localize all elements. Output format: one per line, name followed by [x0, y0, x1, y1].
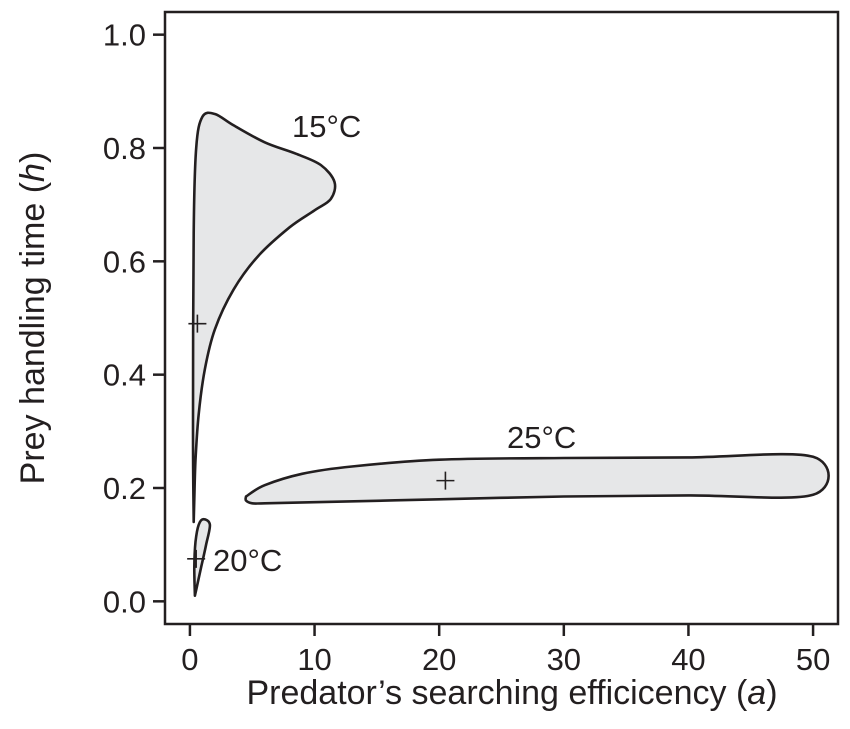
region-outline-25c: [244, 452, 830, 505]
y-tick-label: 0.2: [103, 471, 146, 506]
y-tick-label: 0.8: [103, 131, 146, 166]
x-tick-label: 40: [671, 642, 705, 677]
x-tick-label: 50: [796, 642, 830, 677]
estimate-marker-15c: [188, 314, 207, 333]
y-tick-label: 0.6: [103, 244, 146, 279]
estimate-marker-25c: [436, 471, 455, 490]
region-label-25c: 25°C: [507, 420, 576, 455]
region-label-20c: 20°C: [213, 543, 282, 578]
x-tick-label: 30: [547, 642, 581, 677]
y-tick-label: 0.4: [103, 358, 146, 393]
region-outline-15c: [191, 111, 337, 524]
region-20c: 20°C: [187, 517, 282, 597]
estimate-marker-20c: [187, 549, 206, 568]
region-label-15c: 15°C: [292, 109, 361, 144]
x-axis-label: Predator’s searching efficicency (a): [246, 674, 777, 712]
region-25c: 25°C: [244, 420, 830, 505]
plot-frame: [163, 10, 840, 626]
x-tick-label: 10: [297, 642, 331, 677]
region-15c: 15°C: [188, 109, 361, 524]
x-tick-label: 20: [422, 642, 456, 677]
y-axis-label: Prey handling time (h): [14, 152, 52, 485]
x-tick-label: 0: [181, 642, 198, 677]
region-outline-20c: [192, 517, 212, 597]
y-tick-label: 1.0: [103, 18, 146, 53]
y-tick-label: 0.0: [103, 584, 146, 619]
confidence-regions: 15°C 20°C 25°C: [187, 109, 830, 597]
axes: 0 10 20 30 40 50 0.0 0.2 0.4 0.6 0.8 1.0: [103, 18, 830, 677]
